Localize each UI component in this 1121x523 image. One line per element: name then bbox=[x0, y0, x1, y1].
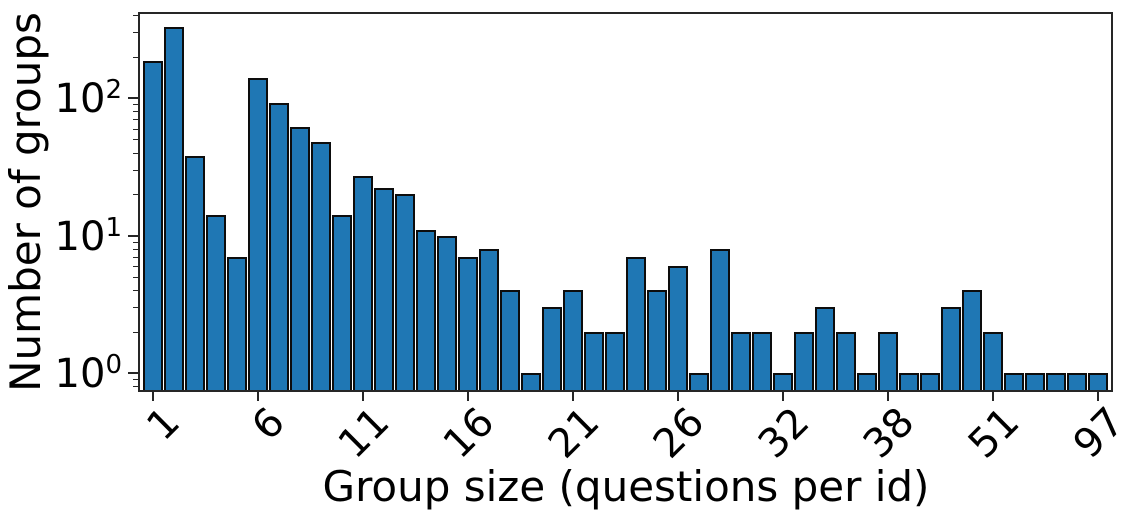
bar bbox=[605, 331, 625, 390]
x-tick-mark bbox=[782, 392, 784, 401]
bar bbox=[521, 373, 541, 390]
bar bbox=[290, 126, 310, 390]
x-tick-mark bbox=[572, 392, 574, 401]
bar bbox=[332, 215, 352, 390]
bar bbox=[416, 229, 436, 390]
bar bbox=[500, 290, 520, 390]
x-tick-label: 26 bbox=[644, 398, 714, 468]
bar bbox=[479, 248, 499, 390]
x-tick-mark bbox=[257, 392, 259, 401]
plot-area bbox=[138, 12, 1113, 392]
bar bbox=[668, 266, 688, 390]
bar bbox=[710, 248, 730, 390]
bar bbox=[773, 373, 793, 390]
bar bbox=[395, 194, 415, 390]
y-tick-label: 100 bbox=[54, 349, 122, 398]
bar bbox=[941, 307, 961, 390]
bar bbox=[353, 176, 373, 390]
x-tick-mark bbox=[1097, 392, 1099, 401]
bar bbox=[983, 331, 1003, 390]
bar bbox=[1088, 373, 1108, 390]
x-tick-mark bbox=[992, 392, 994, 401]
bar bbox=[563, 290, 583, 390]
bar bbox=[731, 331, 751, 390]
y-tick-mark bbox=[128, 234, 138, 237]
y-tick-label: 101 bbox=[54, 212, 122, 260]
x-tick-label: 1 bbox=[137, 398, 189, 450]
x-tick-mark bbox=[677, 392, 679, 401]
bar bbox=[1025, 373, 1045, 390]
x-tick-mark bbox=[362, 392, 364, 401]
y-tick-mark bbox=[128, 97, 138, 99]
bar bbox=[1004, 373, 1024, 390]
bar bbox=[185, 155, 205, 390]
x-tick-label: 51 bbox=[959, 398, 1029, 468]
bar bbox=[878, 331, 898, 390]
x-tick-label: 16 bbox=[434, 398, 504, 468]
x-tick-label: 38 bbox=[854, 398, 924, 468]
bar bbox=[1046, 373, 1066, 390]
bar bbox=[689, 373, 709, 390]
bar bbox=[143, 61, 163, 390]
bar bbox=[647, 290, 667, 390]
bar bbox=[542, 307, 562, 390]
x-tick-label: 32 bbox=[749, 398, 819, 468]
bar bbox=[311, 141, 331, 390]
bar bbox=[206, 215, 226, 390]
y-axis-label: Number of groups bbox=[1, 12, 50, 392]
x-tick-label: 97 bbox=[1064, 398, 1121, 468]
bar bbox=[626, 256, 646, 390]
bar bbox=[1067, 373, 1087, 390]
bar bbox=[248, 77, 268, 390]
y-tick-label: 102 bbox=[54, 74, 122, 123]
bar bbox=[458, 256, 478, 390]
x-tick-label: 11 bbox=[329, 398, 399, 468]
bar bbox=[269, 102, 289, 390]
y-tick-mark bbox=[128, 372, 138, 374]
bar bbox=[815, 307, 835, 390]
bar bbox=[374, 188, 394, 390]
bar bbox=[164, 26, 184, 390]
bar bbox=[584, 331, 604, 390]
bar bbox=[437, 235, 457, 390]
x-tick-label: 6 bbox=[242, 398, 294, 450]
x-tick-mark bbox=[887, 392, 889, 401]
x-tick-mark bbox=[467, 392, 469, 401]
x-axis-label: Group size (questions per id) bbox=[322, 462, 930, 511]
x-tick-label: 21 bbox=[539, 398, 609, 468]
plot-area-inner bbox=[140, 14, 1111, 390]
x-tick-mark bbox=[152, 392, 154, 401]
bar bbox=[920, 373, 940, 390]
bar bbox=[752, 331, 772, 390]
bar bbox=[857, 373, 877, 390]
bar bbox=[836, 331, 856, 390]
bar bbox=[227, 256, 247, 390]
bar bbox=[794, 331, 814, 390]
bar bbox=[962, 290, 982, 390]
bar bbox=[899, 373, 919, 390]
